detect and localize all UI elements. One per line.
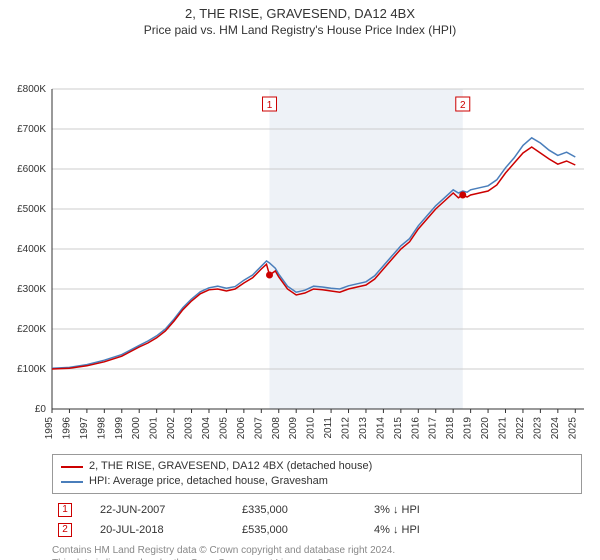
- x-tick-label: 2018: [445, 417, 456, 440]
- x-tick-label: 2016: [410, 417, 421, 440]
- x-tick-label: 2004: [201, 417, 212, 440]
- x-tick-label: 2011: [323, 417, 334, 439]
- chart-container: £0 £100K £200K £300K £400K £500K £600K £700K £80…: [0, 41, 600, 446]
- page-subtitle: Price paid vs. HM Land Registry's House …: [0, 21, 600, 41]
- legend-label: 2, THE RISE, GRAVESEND, DA12 4BX (detach…: [89, 459, 372, 474]
- credits-line1: Contains HM Land Registry data © Crown c…: [52, 544, 582, 557]
- event-date: 20-JUL-2018: [94, 520, 236, 540]
- page-title: 2, THE RISE, GRAVESEND, DA12 4BX: [0, 0, 600, 21]
- event-marker-icon: 1: [58, 503, 72, 517]
- x-tick-label: 2013: [358, 417, 369, 440]
- legend-row: HPI: Average price, detached house, Grav…: [61, 474, 573, 489]
- y-tick-label: £0: [35, 404, 47, 415]
- y-tick-label: £300K: [17, 284, 46, 295]
- x-tick-label: 2007: [253, 417, 264, 440]
- y-tick-label: £600K: [17, 164, 46, 175]
- x-tick-label: 2001: [149, 417, 160, 440]
- x-tick-label: 2017: [428, 417, 439, 440]
- y-tick-label: £500K: [17, 204, 46, 215]
- event-marker-cell: 1: [52, 500, 94, 520]
- x-tick-label: 2015: [393, 417, 404, 440]
- x-tick-label: 1995: [44, 417, 55, 440]
- x-tick-label: 2020: [480, 417, 491, 440]
- event-table: 1 22-JUN-2007£335,0003% ↓ HPI 2 20-JUL-2018…: [52, 500, 582, 540]
- event-delta: 4% ↓ HPI: [368, 520, 582, 540]
- x-tick-label: 2000: [131, 417, 142, 440]
- legend-label: HPI: Average price, detached house, Grav…: [89, 474, 328, 489]
- event-marker-icon: 2: [58, 523, 72, 537]
- x-tick-label: 2002: [166, 417, 177, 440]
- x-tick-label: 2021: [498, 417, 509, 440]
- y-tick-label: £200K: [17, 324, 46, 335]
- x-tick-label: 2012: [341, 417, 352, 440]
- x-tick-label: 1998: [96, 417, 107, 440]
- event-price: £535,000: [236, 520, 368, 540]
- legend: 2, THE RISE, GRAVESEND, DA12 4BX (detach…: [52, 454, 582, 494]
- credits: Contains HM Land Registry data © Crown c…: [52, 544, 582, 560]
- event-delta: 3% ↓ HPI: [368, 500, 582, 520]
- x-tick-label: 2024: [550, 417, 561, 440]
- event-dot: [266, 272, 273, 279]
- x-tick-label: 2009: [288, 417, 299, 440]
- event-row: 2 20-JUL-2018£535,0004% ↓ HPI: [52, 520, 582, 540]
- y-tick-label: £100K: [17, 364, 46, 375]
- event-date: 22-JUN-2007: [94, 500, 236, 520]
- x-tick-label: 2023: [532, 417, 543, 440]
- x-tick-label: 2025: [567, 417, 578, 440]
- price-chart: £0 £100K £200K £300K £400K £500K £600K £700K £80…: [0, 41, 600, 441]
- x-tick-label: 1996: [61, 417, 72, 440]
- event-marker-number: 1: [267, 100, 273, 111]
- x-tick-label: 2005: [218, 417, 229, 440]
- legend-row: 2, THE RISE, GRAVESEND, DA12 4BX (detach…: [61, 459, 573, 474]
- event-row: 1 22-JUN-2007£335,0003% ↓ HPI: [52, 500, 582, 520]
- x-tick-label: 2022: [515, 417, 526, 440]
- x-tick-label: 2010: [306, 417, 317, 440]
- legend-swatch: [61, 481, 83, 483]
- event-dot: [459, 192, 466, 199]
- event-marker-number: 2: [460, 100, 466, 111]
- y-tick-label: £700K: [17, 124, 46, 135]
- event-price: £335,000: [236, 500, 368, 520]
- x-tick-label: 2019: [463, 417, 474, 440]
- x-tick-label: 1997: [79, 417, 90, 440]
- event-marker-cell: 2: [52, 520, 94, 540]
- y-tick-label: £400K: [17, 244, 46, 255]
- legend-swatch: [61, 466, 83, 468]
- x-tick-label: 2003: [184, 417, 195, 440]
- y-tick-label: £800K: [17, 84, 46, 95]
- x-tick-label: 2008: [271, 417, 282, 440]
- x-tick-label: 1999: [114, 417, 125, 440]
- x-tick-label: 2014: [375, 417, 386, 440]
- x-tick-label: 2006: [236, 417, 247, 440]
